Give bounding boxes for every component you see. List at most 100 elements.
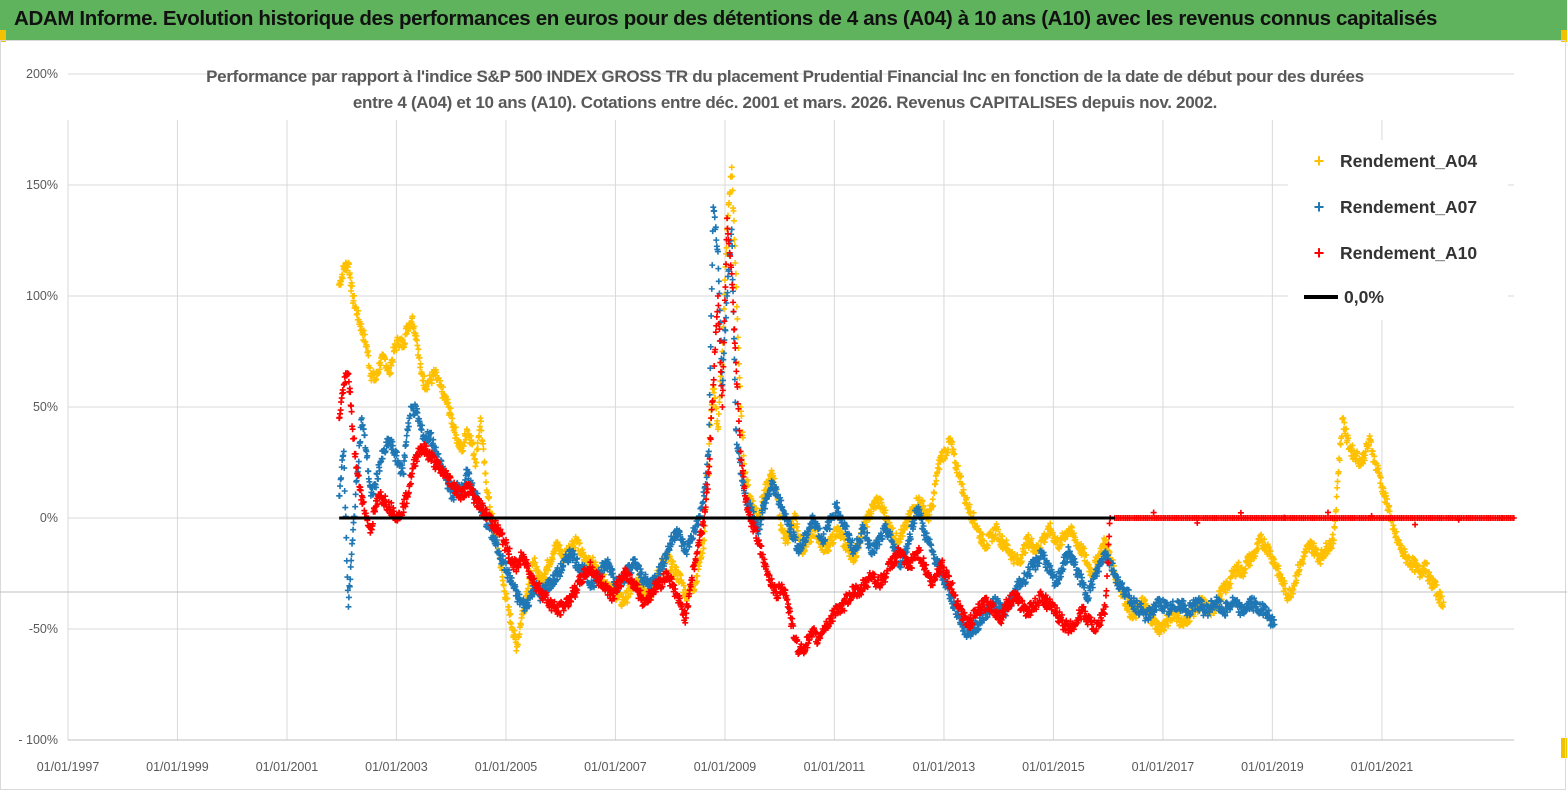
point-rendement-a04 xyxy=(592,559,599,566)
point-rendement-a04 xyxy=(738,413,745,420)
point-rendement-a04 xyxy=(734,334,741,341)
point-rendement-a04 xyxy=(417,360,424,367)
point-rendement-a04 xyxy=(1331,524,1338,531)
point-rendement-a04 xyxy=(949,439,956,446)
point-rendement-a04 xyxy=(486,503,493,510)
point-rendement-a07 xyxy=(706,421,713,428)
corner-marker-tl xyxy=(0,30,6,42)
x-tick-label: 01/01/2001 xyxy=(256,760,319,774)
point-rendement-a04 xyxy=(1267,547,1274,554)
point-rendement-a04 xyxy=(1103,537,1109,544)
report-title: ADAM Informe. Evolution historique des p… xyxy=(14,7,1438,30)
point-rendement-a04 xyxy=(447,405,454,412)
point-rendement-a04 xyxy=(714,417,721,424)
point-rendement-a04 xyxy=(1227,580,1234,587)
point-rendement-a04 xyxy=(1246,562,1253,569)
point-rendement-a04 xyxy=(1334,478,1341,485)
point-rendement-a04 xyxy=(363,343,370,350)
point-rendement-a04 xyxy=(506,611,513,618)
corner-marker-tr xyxy=(1561,30,1567,42)
x-tick-label: 01/01/2017 xyxy=(1132,760,1195,774)
point-rendement-a04 xyxy=(624,599,631,606)
point-rendement-a04 xyxy=(360,327,367,334)
point-rendement-a07 xyxy=(715,265,722,272)
point-rendement-a04 xyxy=(416,354,423,361)
point-rendement-a10 xyxy=(347,389,354,396)
point-rendement-a04 xyxy=(919,497,926,504)
point-rendement-a04 xyxy=(851,557,858,564)
point-rendement-a04 xyxy=(1086,564,1093,571)
point-rendement-a04 xyxy=(984,542,991,549)
point-rendement-a04 xyxy=(348,287,355,294)
point-rendement-a04 xyxy=(931,490,938,497)
point-rendement-a04 xyxy=(995,526,1002,533)
point-rendement-a04 xyxy=(477,418,484,425)
point-rendement-a04 xyxy=(999,533,1006,540)
point-rendement-a04 xyxy=(480,446,487,453)
point-rendement-a04 xyxy=(784,539,791,546)
point-rendement-a04 xyxy=(694,572,701,579)
point-rendement-a04 xyxy=(744,476,751,483)
point-rendement-a04 xyxy=(706,440,713,447)
point-rendement-a04 xyxy=(958,473,965,480)
point-rendement-a04 xyxy=(876,495,883,502)
point-rendement-a04 xyxy=(1180,622,1187,629)
point-rendement-a10 xyxy=(722,284,729,291)
point-rendement-a07 xyxy=(708,312,715,319)
point-rendement-a04 xyxy=(951,450,958,457)
point-rendement-a04 xyxy=(1025,544,1032,551)
point-rendement-a04 xyxy=(1275,562,1282,569)
point-rendement-a04 xyxy=(354,310,361,317)
point-rendement-a04 xyxy=(389,358,396,365)
point-rendement-a04 xyxy=(401,340,408,347)
y-tick-label: -50% xyxy=(29,622,58,636)
point-rendement-a04 xyxy=(920,502,927,509)
point-rendement-a04 xyxy=(966,501,973,508)
point-rendement-a04 xyxy=(970,509,977,516)
point-rendement-a04 xyxy=(507,610,514,617)
point-rendement-a04 xyxy=(896,539,903,546)
point-rendement-a04 xyxy=(387,369,394,376)
point-rendement-a04 xyxy=(471,456,478,463)
point-rendement-a04 xyxy=(452,424,459,431)
point-rendement-a07 xyxy=(336,492,343,499)
point-rendement-a04 xyxy=(853,552,860,559)
point-rendement-a04 xyxy=(768,467,775,474)
x-tick-label: 01/01/1999 xyxy=(146,760,209,774)
point-rendement-a04 xyxy=(576,540,583,547)
point-rendement-a04 xyxy=(730,207,737,214)
point-rendement-a04 xyxy=(893,530,900,537)
point-rendement-a04 xyxy=(715,423,722,430)
point-rendement-a04 xyxy=(942,455,949,462)
point-rendement-a04 xyxy=(936,466,943,473)
point-rendement-a04 xyxy=(480,440,487,447)
point-rendement-a04 xyxy=(950,446,957,453)
point-rendement-a04 xyxy=(699,540,706,547)
point-rendement-a04 xyxy=(505,603,512,610)
point-rendement-a04 xyxy=(1085,561,1092,568)
point-rendement-a04 xyxy=(449,415,456,422)
point-rendement-a04 xyxy=(721,277,728,284)
point-rendement-a04 xyxy=(1047,520,1054,527)
x-tick-label: 01/01/2011 xyxy=(804,760,866,774)
point-rendement-a04 xyxy=(699,550,706,557)
point-rendement-a07 xyxy=(349,537,356,544)
point-rendement-a04 xyxy=(377,362,384,369)
point-rendement-a04 xyxy=(954,462,961,469)
y-tick-label: 100% xyxy=(26,289,58,303)
point-rendement-a04 xyxy=(355,307,362,314)
point-rendement-a04 xyxy=(453,431,460,438)
point-rendement-a10 xyxy=(351,435,358,442)
y-tick-label: 150% xyxy=(26,178,58,192)
point-rendement-a04 xyxy=(476,423,483,430)
point-rendement-a04 xyxy=(413,337,420,344)
point-rendement-a04 xyxy=(1100,540,1107,547)
point-rendement-a04 xyxy=(736,374,743,381)
point-rendement-a04 xyxy=(680,582,687,589)
point-rendement-a04 xyxy=(720,305,727,312)
point-rendement-a04 xyxy=(409,313,416,320)
point-rendement-a04 xyxy=(979,531,986,538)
point-rendement-a10 xyxy=(712,329,719,336)
point-rendement-a04 xyxy=(376,366,383,373)
